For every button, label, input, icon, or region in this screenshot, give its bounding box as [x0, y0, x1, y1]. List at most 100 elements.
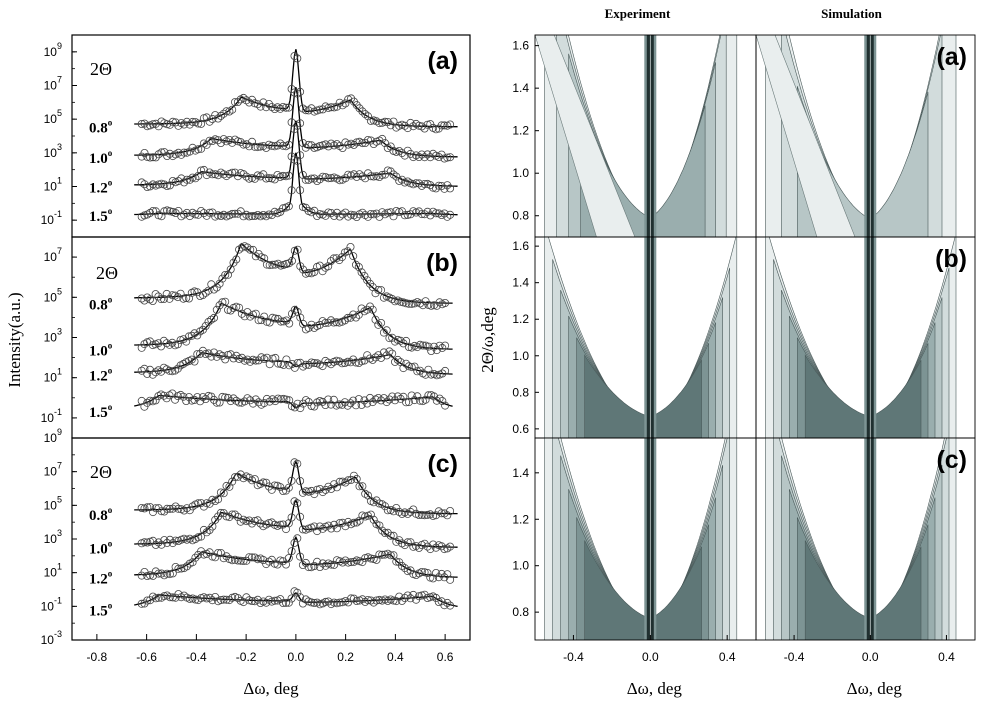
data-point: [366, 510, 375, 519]
data-point: [154, 292, 163, 301]
column-title: Simulation: [821, 6, 882, 21]
data-point: [250, 517, 259, 526]
data-point: [403, 210, 412, 219]
data-point: [165, 570, 174, 579]
data-point: [256, 172, 265, 181]
data-point: [270, 481, 279, 490]
data-point: [218, 298, 227, 307]
data-point: [262, 260, 271, 269]
data-point: [177, 564, 186, 573]
data-point: [330, 211, 339, 220]
data-point: [197, 166, 206, 175]
data-point: [427, 301, 436, 310]
data-point: [335, 98, 344, 107]
data-point: [201, 288, 210, 297]
data-point: [179, 294, 188, 303]
data-point: [219, 554, 228, 563]
data-point: [423, 150, 432, 159]
data-point: [262, 353, 271, 362]
data-point: [363, 135, 372, 144]
data-point: [165, 149, 174, 158]
data-point: [414, 179, 423, 188]
data-point: [324, 262, 333, 271]
data-point: [284, 598, 293, 607]
data-point: [177, 150, 186, 159]
data-point: [318, 559, 327, 568]
data-point: [383, 506, 392, 515]
data-point: [140, 119, 149, 128]
data-point: [262, 560, 271, 569]
data-point: [424, 342, 433, 351]
data-point: [410, 362, 419, 371]
data-point: [301, 487, 310, 496]
data-point: [191, 595, 200, 604]
data-point: [369, 498, 378, 507]
data-point: [148, 370, 157, 379]
data-point: [143, 503, 152, 512]
data-point: [237, 309, 246, 318]
data-point: [399, 339, 408, 348]
data-point: [335, 598, 344, 607]
left-panel-b: 107 105 103 101 10-1 (b) 2Θ 0.8o 1.0o 1.2o 1.5o: [41, 236, 471, 439]
fit-line: [134, 120, 458, 187]
data-point: [403, 124, 412, 133]
two-theta-label: 2Θ: [96, 263, 118, 283]
data-point: [208, 170, 217, 179]
data-point: [307, 598, 316, 607]
data-point: [284, 483, 293, 492]
data-point: [321, 561, 330, 570]
data-point: [421, 370, 430, 379]
data-point: [357, 400, 366, 409]
angle-label: 0.8o: [89, 505, 113, 524]
data-point: [318, 317, 327, 326]
data-point: [382, 326, 391, 335]
curve-1.2: [134, 120, 458, 193]
data-point: [282, 395, 291, 404]
data-point: [441, 298, 450, 307]
data-point: [400, 594, 409, 603]
data-point: [324, 521, 333, 530]
data-point: [279, 103, 288, 112]
x-tick-label: 0.4: [719, 650, 736, 664]
data-point: [374, 285, 383, 294]
data-point: [221, 297, 230, 306]
data-point: [318, 362, 327, 371]
data-point: [274, 314, 283, 323]
data-point: [368, 305, 377, 314]
data-point: [279, 204, 288, 213]
data-point: [165, 504, 174, 513]
data-point: [310, 143, 319, 152]
data-point: [358, 107, 367, 116]
data-point: [233, 472, 242, 481]
data-point: [187, 331, 196, 340]
data-point: [307, 141, 316, 150]
data-point: [383, 208, 392, 217]
y-tick-label: 0.8: [512, 385, 529, 399]
data-point: [159, 336, 168, 345]
data-point: [260, 399, 269, 408]
data-point: [338, 253, 347, 262]
data-point: [205, 593, 214, 602]
data-point: [285, 319, 294, 328]
data-point: [165, 391, 174, 400]
data-point: [417, 210, 426, 219]
data-point: [293, 54, 302, 63]
data-point: [396, 336, 405, 345]
data-point: [341, 208, 350, 217]
data-point: [222, 552, 231, 561]
data-point: [421, 395, 430, 404]
data-point: [369, 515, 378, 524]
data-point: [446, 542, 455, 551]
data-point: [274, 359, 283, 368]
data-point: [386, 142, 395, 151]
data-point: [219, 489, 228, 498]
data-point: [226, 265, 235, 274]
data-point: [446, 210, 455, 219]
x-tick-label: -0.4: [563, 650, 584, 664]
data-point: [194, 119, 203, 128]
data-point: [215, 301, 224, 310]
data-point: [375, 212, 384, 221]
data-point: [209, 348, 218, 357]
data-point: [187, 355, 196, 364]
data-point: [429, 392, 438, 401]
